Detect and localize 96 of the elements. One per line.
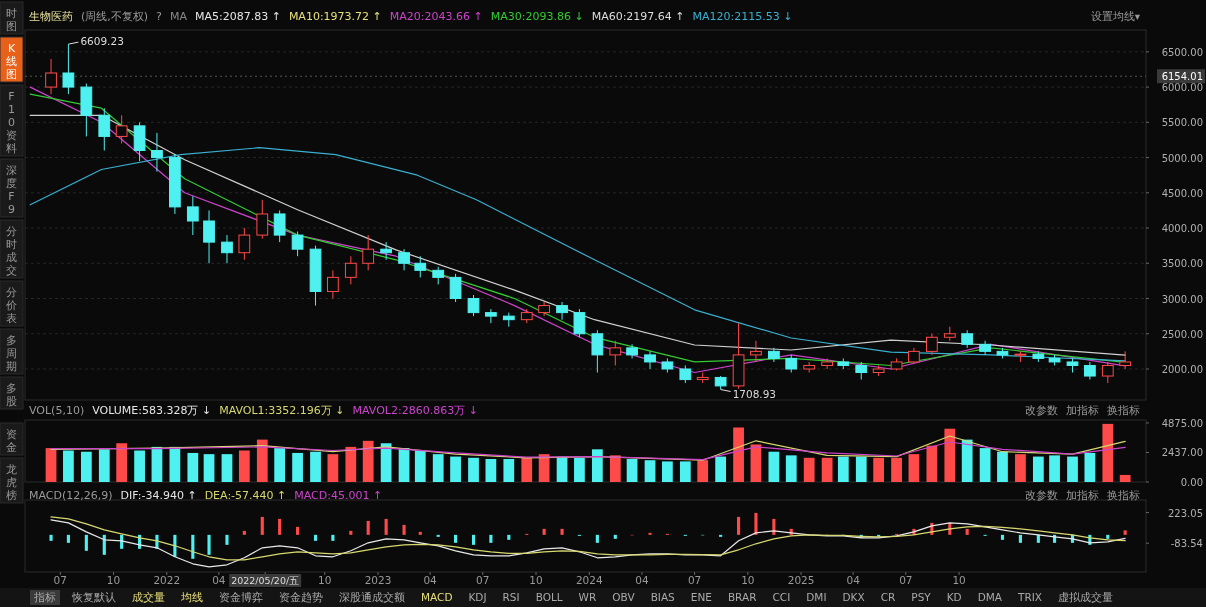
text: 时图 (6, 7, 17, 33)
text: 虚拟成交量 (1058, 591, 1114, 603)
text: 深股通成交额 (339, 591, 405, 603)
x-tick-label: 2025 (787, 574, 815, 586)
text: DKX (842, 591, 865, 603)
y-tick-label: 0.00 (1180, 477, 1203, 488)
text: KD (946, 591, 962, 603)
text: MAVOL2:2860.863万 ↓ (352, 404, 478, 417)
text: 资金博弈 (219, 591, 263, 603)
text: MA60:2197.64 ↑ (591, 10, 685, 23)
y-tick-label: -83.54 (1170, 538, 1203, 550)
y-tick-label: 2000.00 (1161, 363, 1203, 375)
y-tick-label: 2437.00 (1161, 447, 1203, 459)
y-tick-label: 4875.00 (1161, 417, 1203, 429)
text: 成交量 (132, 591, 165, 603)
text: DMA (977, 591, 1003, 603)
y-tick-label: 6000.00 (1161, 82, 1203, 94)
x-tick-label: 04 (212, 574, 226, 586)
x-tick-label: 10 (106, 574, 121, 586)
text: MA5:2087.83 ↑ (194, 10, 281, 23)
annotation: 6609.23 (80, 35, 124, 48)
text: BIAS (650, 591, 676, 603)
x-tick-label: 04 (635, 574, 649, 586)
text: K线图 (6, 42, 17, 81)
text: TRIX (1017, 591, 1043, 603)
annotation: 加指标 (1066, 489, 1099, 501)
y-tick-label: 223.05 (1168, 507, 1203, 519)
x-tick-label: 07 (53, 574, 67, 586)
text: 恢复默认 (71, 591, 116, 603)
text: MACD (421, 591, 453, 603)
text: MAVOL1:3352.196万 ↓ (219, 404, 345, 417)
x-tick-label: 2022/05/20/五 (231, 575, 300, 586)
text: 多股 (6, 382, 17, 408)
text: 指标 (33, 591, 56, 603)
annotation: DIF:-34.940 ↑ (120, 489, 197, 502)
annotation: 改参数 (1025, 489, 1058, 501)
y-tick-label: 2500.00 (1161, 328, 1203, 340)
y-tick-label: 5000.00 (1161, 152, 1203, 164)
text: MA10:1973.72 ↑ (288, 10, 382, 23)
x-tick-label: 10 (529, 574, 543, 586)
annotation: MACD(12,26,9) (29, 489, 113, 502)
text: 资金 (6, 428, 17, 454)
text: MA30:2093.86 ↓ (490, 10, 584, 23)
text: CR (880, 591, 896, 603)
text: F10资料 (6, 90, 17, 155)
text: PSY (911, 591, 932, 603)
x-tick-label: 10 (318, 574, 332, 586)
text: VOLUME:583.328万 ↓ (92, 404, 212, 417)
text: 龙虎榜 (6, 463, 17, 502)
y-tick-label: 4000.00 (1161, 223, 1203, 235)
y-tick-label: 5500.00 (1161, 117, 1203, 129)
text: 加指标 (1066, 404, 1099, 416)
text: 均线 (180, 591, 203, 603)
text: VOL(5,10) (29, 404, 85, 417)
text: DMI (806, 591, 827, 603)
text: CCI (772, 591, 791, 603)
x-tick-label: 04 (423, 574, 438, 586)
text: MA (169, 10, 188, 23)
x-tick-label: 07 (687, 574, 702, 586)
y-tick-label: 4500.00 (1161, 187, 1203, 199)
x-tick-label: 07 (899, 574, 913, 586)
text: 设置均线▾ (1090, 10, 1141, 22)
x-tick-label: 10 (952, 574, 966, 586)
text: BOLL (535, 591, 563, 603)
text: RSI (502, 591, 520, 603)
text: ENE (690, 591, 712, 603)
x-tick-label: 04 (846, 574, 861, 586)
text: WR (578, 591, 597, 603)
text: 换指标 (1107, 404, 1140, 416)
text: 资金趋势 (279, 591, 323, 603)
annotation: MACD:45.001 ↑ (294, 489, 383, 502)
text: 分价表 (5, 286, 17, 325)
text: 改参数 (1025, 404, 1058, 416)
text: ? (156, 10, 163, 23)
text: MA20:2043.66 ↑ (389, 10, 483, 23)
x-tick-label: 07 (476, 574, 490, 586)
ref-line-label: 6154.01 (1161, 71, 1203, 83)
annotation: 1708.93 (732, 387, 777, 400)
annotation: DEA:-57.440 ↑ (204, 489, 287, 502)
text: 深度F9 (6, 164, 17, 216)
text: 多周期 (6, 334, 17, 373)
y-tick-label: 3500.00 (1161, 258, 1203, 270)
text: (周线,不复权) (81, 10, 149, 23)
x-tick-label: 2024 (575, 574, 603, 586)
y-tick-label: 6500.00 (1161, 46, 1203, 58)
text: KDJ (468, 591, 487, 603)
text: BRAR (727, 591, 757, 603)
text: OBV (612, 591, 636, 603)
x-tick-label: 2022 (153, 574, 181, 586)
text: 分时成交 (6, 225, 17, 277)
text: MA120:2115.53 ↓ (692, 10, 793, 23)
chart-title: 生物医药 (29, 10, 73, 23)
y-tick-label: 3000.00 (1161, 293, 1203, 305)
annotation: 换指标 (1107, 489, 1140, 501)
x-tick-label: 10 (741, 574, 755, 586)
x-tick-label: 2023 (364, 574, 392, 586)
